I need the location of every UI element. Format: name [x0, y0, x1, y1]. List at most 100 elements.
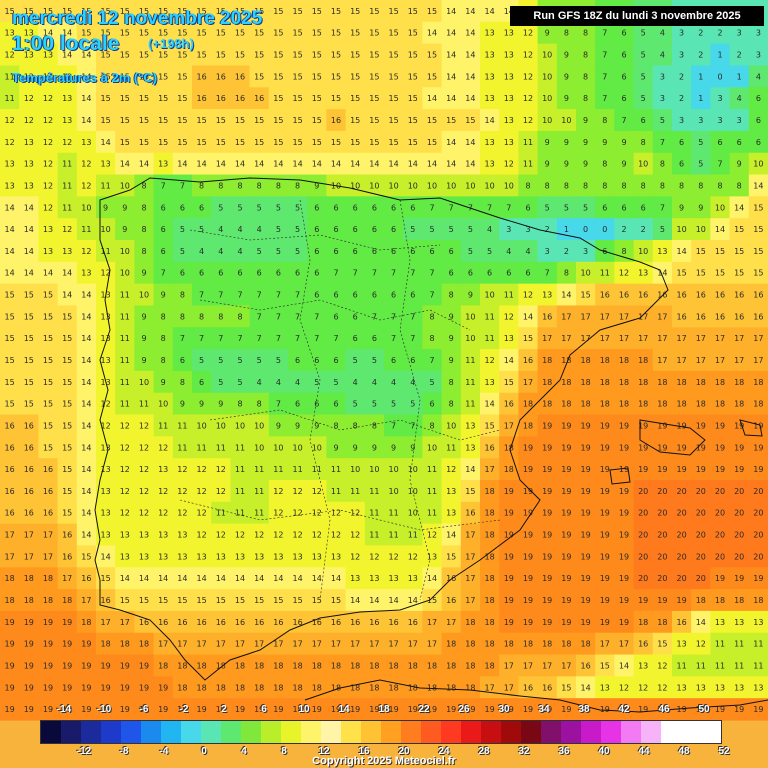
temperature-value: 19 [43, 640, 53, 649]
temperature-value: 14 [197, 160, 207, 169]
temperature-value: 6 [237, 269, 242, 278]
temperature-value: 17 [504, 683, 514, 692]
temperature-cell [57, 21, 78, 45]
temperature-cell [230, 196, 251, 219]
temperature-cell [595, 130, 615, 154]
temperature-value: 19 [619, 574, 629, 583]
temperature-cell [288, 240, 308, 263]
legend-swatch [121, 721, 141, 743]
temperature-cell [518, 370, 539, 394]
temperature-value: 15 [389, 51, 399, 60]
temperature-cell [96, 545, 116, 568]
temperature-value: 10 [446, 421, 456, 430]
temperature-cell [633, 174, 654, 197]
temperature-value: 14 [715, 225, 725, 234]
temperature-cell [307, 676, 327, 699]
temperature-cell [211, 567, 231, 590]
temperature-value: 16 [446, 596, 456, 605]
temperature-value: 15 [43, 421, 53, 430]
temperature-value: 19 [24, 661, 34, 670]
temperature-value: 12 [293, 487, 303, 496]
temperature-cell [422, 698, 443, 721]
temperature-cell [403, 545, 423, 568]
legend-tick-label: 14 [338, 704, 350, 715]
temperature-cell [211, 43, 231, 67]
temperature-cell [422, 196, 443, 219]
temperature-value: 15 [5, 400, 15, 409]
legend-swatch [261, 721, 281, 743]
temperature-value: 15 [5, 312, 15, 321]
temperature-cell [672, 698, 692, 721]
temperature-value: 10 [542, 72, 552, 81]
temperature-value: 10 [350, 465, 360, 474]
temperature-value: 11 [369, 487, 379, 496]
temperature-value: 13 [81, 269, 91, 278]
temperature-cell [172, 21, 193, 45]
temperature-value: 16 [235, 618, 245, 627]
temperature-cell [556, 152, 577, 176]
temperature-cell [748, 240, 768, 263]
temperature-value: 10 [139, 291, 149, 300]
temperature-value: 8 [429, 312, 434, 321]
temperature-cell [19, 632, 39, 656]
temperature-cell [19, 610, 39, 634]
temperature-value: 16 [638, 640, 648, 649]
temperature-cell [422, 501, 443, 525]
temperature-value: 13 [408, 574, 418, 583]
temperature-cell [748, 305, 768, 328]
legend-tick-label: 30 [498, 704, 510, 715]
temperature-value: 18 [638, 356, 648, 365]
temperature-cell [595, 261, 615, 285]
temperature-value: 12 [43, 94, 53, 103]
temperature-value: 10 [389, 487, 399, 496]
temperature-value: 15 [504, 378, 514, 387]
temperature-cell [691, 327, 711, 350]
temperature-value: 15 [657, 640, 667, 649]
temperature-value: 7 [161, 181, 166, 190]
temperature-value: 17 [715, 356, 725, 365]
temperature-cell [115, 370, 135, 394]
temperature-cell [748, 480, 768, 503]
temperature-value: 15 [216, 116, 226, 125]
temperature-cell [364, 218, 385, 241]
temperature-cell [748, 370, 768, 394]
temperature-cell [307, 654, 327, 677]
temperature-cell [422, 436, 443, 459]
temperature-value: 11 [235, 443, 245, 452]
temperature-value: 15 [331, 596, 341, 605]
temperature-cell [172, 501, 193, 525]
temperature-value: 19 [43, 683, 53, 692]
temperature-cell [691, 130, 711, 154]
temperature-cell [499, 610, 519, 634]
legend-tick-label: -2 [179, 704, 189, 715]
temperature-value: 17 [197, 640, 207, 649]
temperature-value: 15 [43, 443, 53, 452]
temperature-value: 10 [197, 421, 207, 430]
temperature-cell [364, 240, 385, 263]
temperature-cell [691, 43, 711, 67]
temperature-cell [652, 589, 673, 612]
temperature-cell [307, 501, 327, 525]
temperature-cell [710, 218, 731, 241]
temperature-value: 9 [199, 400, 204, 409]
temperature-value: 20 [734, 552, 744, 561]
temperature-value: 15 [254, 72, 264, 81]
temperature-value: 15 [465, 487, 475, 496]
temperature-cell [76, 480, 97, 503]
temperature-cell [614, 87, 635, 110]
temperature-value: 19 [542, 552, 552, 561]
run-info-badge: Run GFS 18Z du lundi 3 novembre 2025 [510, 6, 764, 26]
temperature-cell [441, 43, 462, 67]
temperature-cell [499, 218, 519, 241]
temperature-value: 12 [139, 465, 149, 474]
temperature-value: 14 [561, 291, 571, 300]
temperature-value: 10 [465, 334, 475, 343]
temperature-value: 12 [235, 531, 245, 540]
temperature-cell [364, 65, 385, 88]
temperature-value: 18 [446, 640, 456, 649]
temperature-cell [307, 632, 327, 656]
temperature-cell [499, 654, 519, 677]
temperature-value: 8 [449, 378, 454, 387]
temperature-cell [134, 283, 155, 307]
temperature-cell [576, 392, 596, 416]
